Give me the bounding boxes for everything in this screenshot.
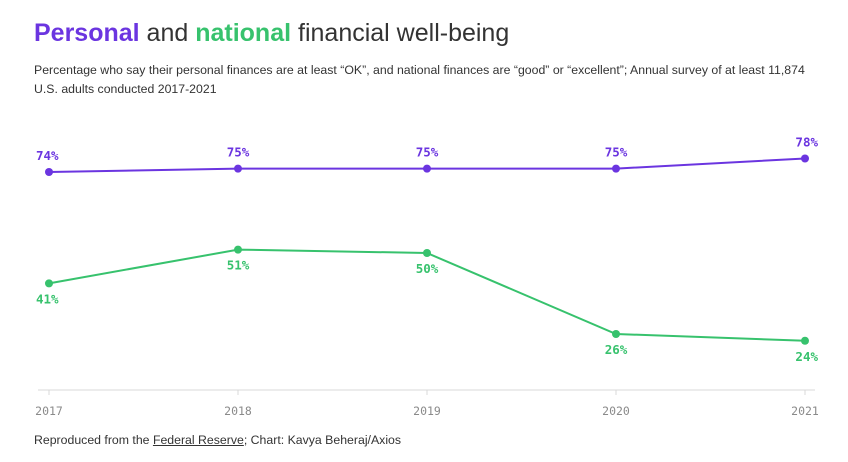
national-point-2018: [234, 245, 242, 254]
national-point-2017: [45, 279, 53, 288]
chart-title: Personal and national financial well-bei…: [34, 17, 509, 49]
national-point-2020: [612, 330, 620, 338]
x-tick-label-2020: 2020: [602, 404, 630, 418]
x-tick-label-2017: 2017: [35, 404, 63, 418]
x-tick-label-2018: 2018: [224, 404, 252, 418]
national-label-2018: 51%: [227, 258, 250, 273]
personal-point-2017: [45, 168, 53, 176]
title-and: and: [139, 19, 196, 47]
footer-suffix: ; Chart: Kavya Beheraj/Axios: [243, 433, 402, 447]
personal-point-2018: [234, 164, 242, 173]
national-point-2019: [423, 249, 431, 257]
x-tick-label-2019: 2019: [413, 404, 441, 418]
national-label-2020: 26%: [605, 342, 628, 357]
title-national: national: [195, 19, 292, 47]
personal-label-2017: 74%: [36, 148, 59, 163]
national-label-2019: 50%: [416, 261, 439, 276]
personal-point-2020: [612, 164, 620, 173]
personal-label-2018: 75%: [227, 145, 250, 160]
x-tick-label-2021: 2021: [791, 404, 819, 418]
chart-subtitle: Percentage who say their personal financ…: [34, 63, 805, 96]
source-link[interactable]: Federal Reserve: [152, 433, 244, 447]
title-personal: Personal: [34, 19, 140, 47]
chart-footer: Reproduced from the Federal Reserve; Cha…: [34, 433, 401, 447]
personal-label-2020: 75%: [605, 145, 628, 160]
personal-point-2021: [801, 154, 809, 163]
national-point-2021: [801, 336, 809, 345]
personal-label-2021: 78%: [795, 135, 818, 150]
title-rest: financial well-being: [291, 19, 510, 47]
personal-point-2019: [423, 164, 431, 173]
national-label-2021: 24%: [795, 349, 818, 364]
national-label-2017: 41%: [36, 291, 59, 306]
footer-prefix: Reproduced from the: [34, 433, 153, 447]
personal-label-2019: 75%: [416, 145, 439, 160]
